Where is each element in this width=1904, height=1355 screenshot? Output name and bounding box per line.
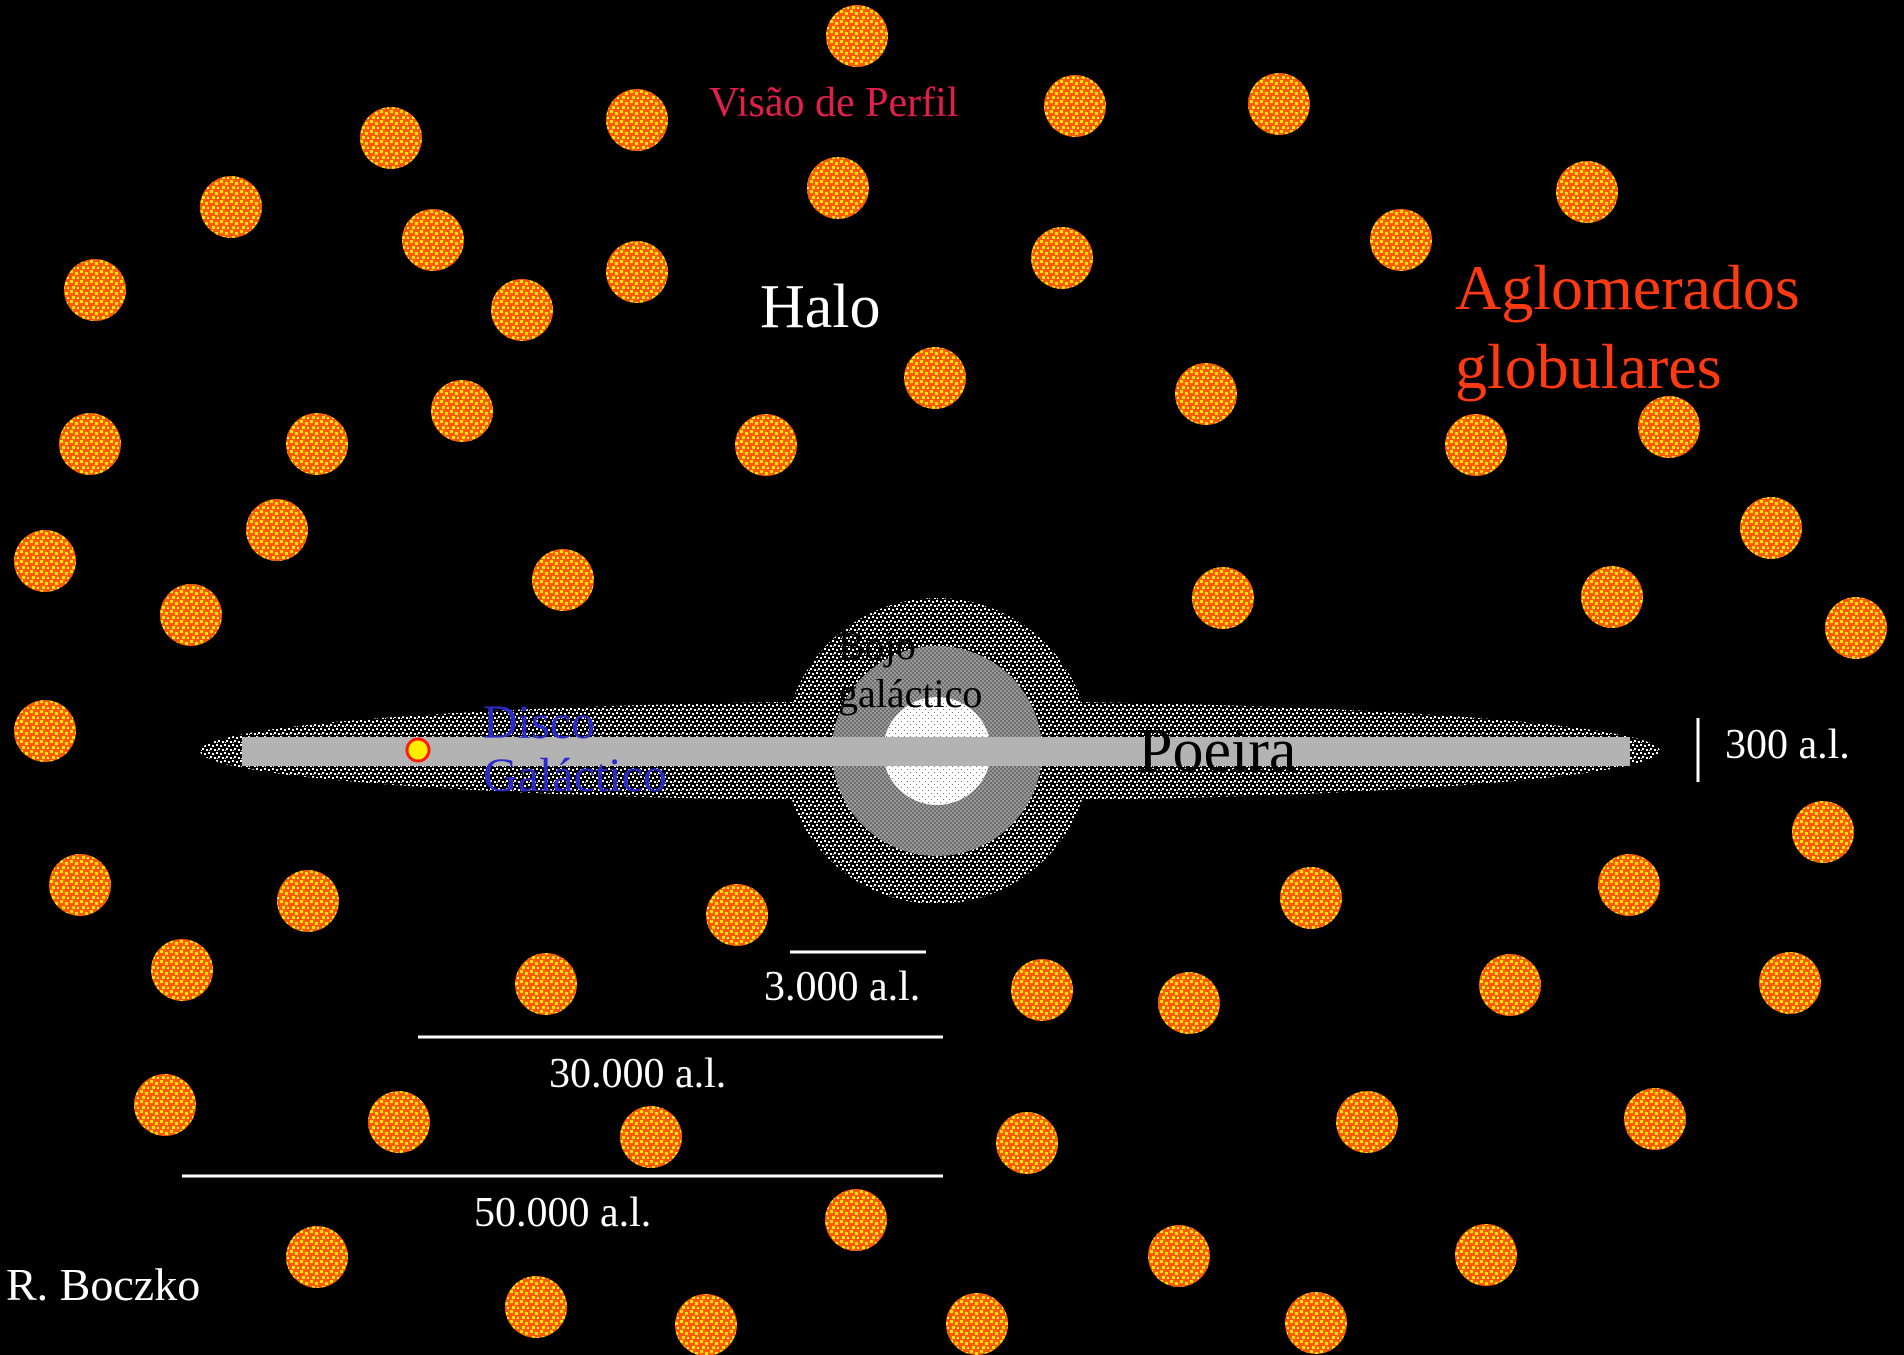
- globular-cluster: [286, 1226, 348, 1288]
- globular-cluster: [1370, 209, 1432, 271]
- globular-cluster: [904, 347, 966, 409]
- globular-cluster: [1044, 75, 1106, 137]
- sun-marker: [405, 737, 431, 763]
- globular-cluster: [532, 549, 594, 611]
- globular-clusters: [14, 5, 1887, 1355]
- globular-cluster: [735, 414, 797, 476]
- halo-label: Halo: [760, 273, 881, 341]
- globular-cluster: [675, 1294, 737, 1355]
- scale-label-300: 300 a.l.: [1725, 722, 1850, 768]
- globular-cluster: [1280, 867, 1342, 929]
- bulge-label-line1: Bojo: [838, 623, 916, 668]
- disk-label: Disco Galáctico: [483, 696, 667, 803]
- scale-label-3000: 3.000 a.l.: [764, 964, 921, 1010]
- globular-cluster: [606, 89, 668, 151]
- scale-bars: [182, 718, 1700, 1178]
- globular-cluster: [368, 1091, 430, 1153]
- globular-cluster: [1192, 567, 1254, 629]
- bulge-label: Bojo galáctico: [838, 622, 982, 718]
- globular-cluster: [200, 176, 262, 238]
- scale-label-30000: 30.000 a.l.: [549, 1051, 727, 1097]
- globular-cluster: [1638, 396, 1700, 458]
- globular-cluster: [1148, 1225, 1210, 1287]
- globular-cluster: [1031, 227, 1093, 289]
- globular-cluster: [1248, 73, 1310, 135]
- disk-label-line1: Disco: [483, 696, 595, 749]
- globular-cluster: [1740, 497, 1802, 559]
- globular-cluster: [606, 241, 668, 303]
- globular-cluster: [14, 530, 76, 592]
- globular-cluster: [246, 499, 308, 561]
- globular-cluster: [160, 584, 222, 646]
- globular-cluster: [505, 1276, 567, 1338]
- globular-cluster: [807, 157, 869, 219]
- globular-cluster: [1581, 566, 1643, 628]
- globular-cluster: [1479, 954, 1541, 1016]
- globular-cluster: [64, 259, 126, 321]
- globular-cluster: [515, 953, 577, 1015]
- globular-cluster: [706, 884, 768, 946]
- globular-cluster: [620, 1106, 682, 1168]
- globular-cluster: [14, 700, 76, 762]
- globular-clusters-label: Aglomerados globulares: [1455, 248, 1800, 407]
- clusters-label-line1: Aglomerados: [1455, 252, 1800, 323]
- globular-cluster: [1598, 854, 1660, 916]
- galaxy: [200, 598, 1660, 904]
- globular-cluster: [1285, 1292, 1347, 1354]
- globular-cluster: [1624, 1088, 1686, 1150]
- globular-cluster: [1825, 597, 1887, 659]
- globular-cluster: [1011, 959, 1073, 1021]
- globular-cluster: [286, 413, 348, 475]
- globular-cluster: [1175, 363, 1237, 425]
- scale-label-50000: 50.000 a.l.: [474, 1190, 652, 1236]
- globular-cluster: [1556, 161, 1618, 223]
- globular-cluster: [1336, 1091, 1398, 1153]
- globular-cluster: [1445, 414, 1507, 476]
- globular-cluster: [1455, 1224, 1517, 1286]
- bulge-label-line2: galáctico: [838, 671, 983, 716]
- globular-cluster: [1158, 972, 1220, 1034]
- globular-cluster: [1759, 952, 1821, 1014]
- globular-cluster: [825, 1189, 887, 1251]
- globular-cluster: [996, 1112, 1058, 1174]
- globular-cluster: [826, 5, 888, 67]
- globular-cluster: [59, 413, 121, 475]
- globular-cluster: [491, 279, 553, 341]
- globular-cluster: [49, 854, 111, 916]
- disk-band: [242, 737, 1630, 766]
- globular-cluster: [151, 939, 213, 1001]
- author-credit: R. Boczko: [6, 1259, 201, 1310]
- globular-cluster: [946, 1293, 1008, 1355]
- clusters-label-line2: globulares: [1455, 331, 1722, 403]
- diagram-title: Visão de Perfil: [709, 80, 959, 126]
- globular-cluster: [360, 107, 422, 169]
- globular-cluster: [431, 380, 493, 442]
- globular-cluster: [402, 209, 464, 271]
- globular-cluster: [134, 1074, 196, 1136]
- disk-label-line2: Galáctico: [483, 748, 667, 802]
- globular-cluster: [1792, 801, 1854, 863]
- dust-label: Poeira: [1138, 717, 1297, 785]
- globular-cluster: [277, 870, 339, 932]
